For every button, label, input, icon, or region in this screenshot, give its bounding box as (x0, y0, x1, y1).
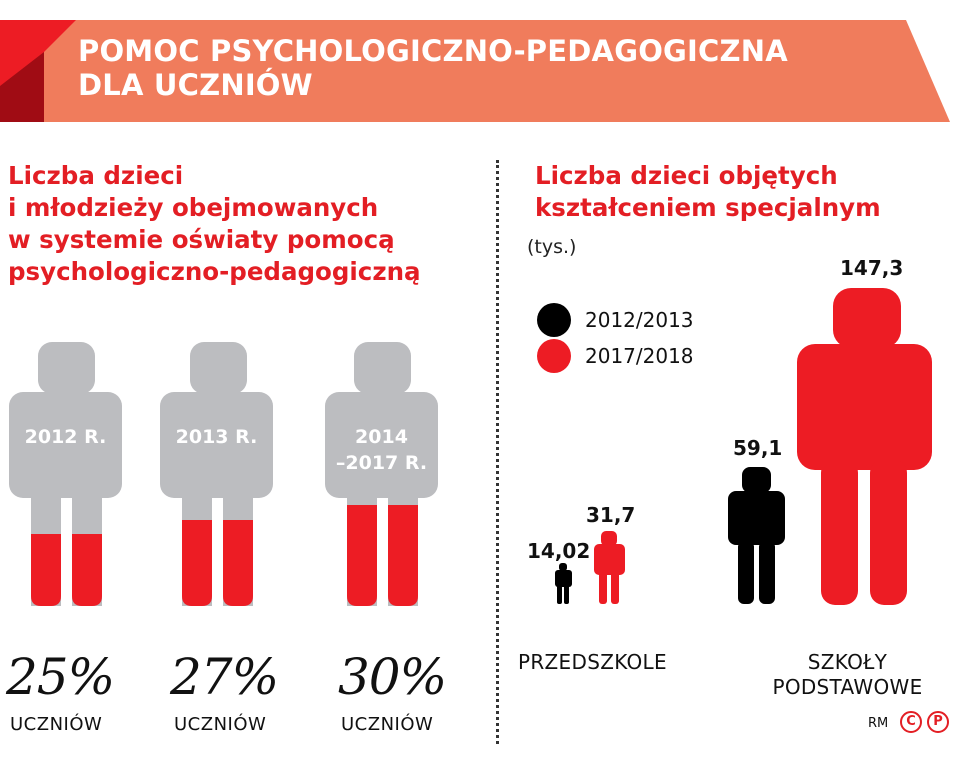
figure-label-line: –2017 R. (335, 452, 428, 474)
author-credit: RM (868, 716, 889, 731)
left-title-line: psychologiczno-pedagogiczną (8, 257, 421, 286)
person-figure-przedszkole-2017-2018 (594, 531, 625, 604)
value-przedszkole-2017-2018: 31,7 (586, 503, 636, 527)
percent-value-2014-2017: 30% (338, 648, 447, 706)
page-title: POMOC PSYCHOLOGICZNO-PEDAGOGICZNA DLA UC… (78, 34, 788, 102)
figure-label-line: 2012 R. (24, 426, 107, 448)
category-label: SZKOŁY (807, 650, 888, 674)
percent-label-2014-2017: UCZNIÓW (341, 714, 434, 735)
person-figure-2014-2017 (325, 342, 438, 606)
value-przedszkole-2012-2013: 14,02 (527, 539, 591, 563)
copyright-icon: C (900, 711, 922, 733)
category-label: PRZEDSZKOLE (518, 650, 667, 674)
left-title-line: w systemie oświaty pomocą (8, 225, 395, 254)
unit-label: (tys.) (527, 236, 577, 258)
legend-label: 2012/2013 (585, 308, 694, 332)
legend-dot-red-icon (537, 339, 571, 373)
percent-value-2012: 25% (6, 648, 115, 706)
percent-label-2012: UCZNIÓW (10, 714, 103, 735)
page-title-line2: DLA UCZNIÓW (78, 68, 313, 102)
category-szkoly-podstawowe: SZKOŁY PODSTAWOWE (745, 650, 950, 700)
person-figure-szkoly-2017-2018 (797, 288, 932, 605)
percent-label-2013: UCZNIÓW (174, 714, 267, 735)
legend-dot-black-icon (537, 303, 571, 337)
legend-item-2017-2018: 2017/2018 (537, 339, 694, 373)
value-szkoly-2012-2013: 59,1 (733, 436, 783, 460)
right-title-line: kształceniem specjalnym (535, 193, 881, 222)
value-szkoly-2017-2018: 147,3 (840, 256, 904, 280)
percent-value-2013: 27% (170, 648, 279, 706)
figure-label-line: 2013 R. (175, 426, 258, 448)
header-banner (0, 20, 950, 122)
figure-label-2012: 2012 R. (9, 424, 122, 450)
right-section-title: Liczba dzieci objętych kształceniem spec… (535, 160, 881, 224)
left-title-line: Liczba dzieci (8, 161, 184, 190)
right-title-line: Liczba dzieci objętych (535, 161, 838, 190)
figure-label-line: 2014 (355, 426, 408, 448)
left-section-title: Liczba dzieci i młodzieży obejmowanych w… (8, 160, 421, 288)
person-figure-szkoly-2012-2013 (728, 467, 785, 604)
phonogram-icon: P (927, 711, 949, 733)
category-przedszkole: PRZEDSZKOLE (518, 650, 667, 675)
left-title-line: i młodzieży obejmowanych (8, 193, 379, 222)
section-divider (496, 160, 499, 744)
figure-label-2013: 2013 R. (160, 424, 273, 450)
person-figure-2013 (160, 342, 273, 606)
person-figure-przedszkole-2012-2013 (555, 563, 572, 604)
figure-label-2014-2017: 2014 –2017 R. (325, 424, 438, 476)
category-label: PODSTAWOWE (772, 675, 923, 699)
legend-label: 2017/2018 (585, 344, 694, 368)
legend-item-2012-2013: 2012/2013 (537, 303, 694, 337)
page-title-line1: POMOC PSYCHOLOGICZNO-PEDAGOGICZNA (78, 34, 788, 68)
person-figure-2012 (9, 342, 122, 606)
